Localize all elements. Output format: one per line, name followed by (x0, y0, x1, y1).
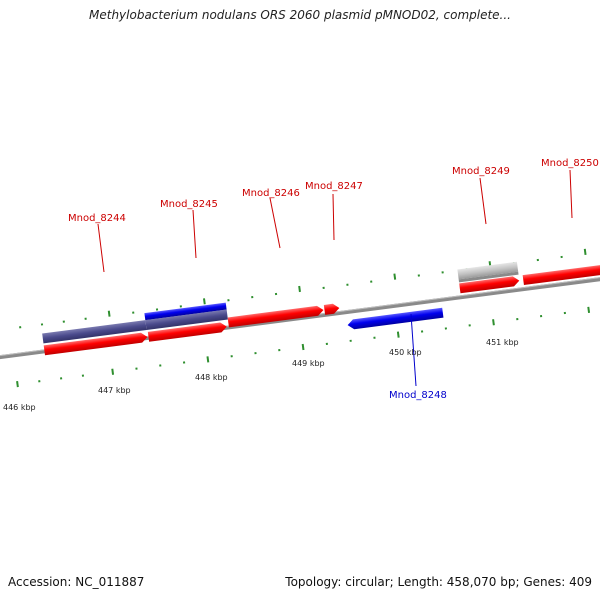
gene-arrow-mnod-8247[interactable] (323, 303, 340, 315)
scale-label-451: 451 kbp (486, 338, 519, 347)
pseudo-gene-region (457, 261, 519, 280)
gene-arrow-mnod-8244[interactable] (43, 332, 148, 356)
summary-text: Topology: circular; Length: 458,070 bp; … (285, 575, 592, 589)
scale-label-448: 448 kbp (195, 373, 228, 382)
gene-label-mnod-8249[interactable]: Mnod_8249 (452, 166, 510, 177)
gene-arrow-mnod-8248[interactable] (347, 307, 444, 330)
leader-mnod-8245 (192, 209, 197, 259)
cds-region-8245-top (144, 302, 227, 321)
gene-label-mnod-8247[interactable]: Mnod_8247 (305, 181, 363, 192)
leader-mnod-8246 (269, 197, 281, 249)
gene-label-mnod-8250[interactable]: Mnod_8250 (541, 158, 599, 169)
scale-label-446: 446 kbp (3, 403, 36, 412)
leader-mnod-8244 (97, 223, 105, 273)
lower-ticks (16, 306, 591, 388)
cds-region-8244 (42, 320, 147, 344)
leader-mnod-8249 (479, 177, 487, 225)
gene-arrow-mnod-8250[interactable] (522, 260, 600, 286)
gene-arrow-mnod-8245[interactable] (147, 322, 228, 342)
gene-arrow-mnod-8246[interactable] (227, 305, 324, 328)
scale-label-449: 449 kbp (292, 359, 325, 368)
leader-mnod-8250 (569, 169, 573, 219)
gene-label-mnod-8246[interactable]: Mnod_8246 (242, 188, 300, 199)
accession-text: Accession: NC_011887 (8, 575, 145, 589)
gene-label-mnod-8248[interactable]: Mnod_8248 (389, 390, 447, 401)
scale-label-450: 450 kbp (389, 348, 422, 357)
gene-label-mnod-8245[interactable]: Mnod_8245 (160, 199, 218, 210)
map-title: Methylobacterium nodulans ORS 2060 plasm… (89, 8, 511, 22)
label-leaders (97, 169, 573, 387)
gene-label-mnod-8244[interactable]: Mnod_8244 (68, 213, 126, 224)
leader-mnod-8247 (332, 193, 335, 241)
scale-label-447: 447 kbp (98, 386, 131, 395)
pseudo-gene-base (458, 271, 519, 283)
map-strip (0, 248, 600, 388)
leader-mnod-8248 (410, 313, 417, 387)
cds-region-8245 (145, 309, 228, 331)
gene-arrow-mnod-8249[interactable] (459, 276, 520, 294)
